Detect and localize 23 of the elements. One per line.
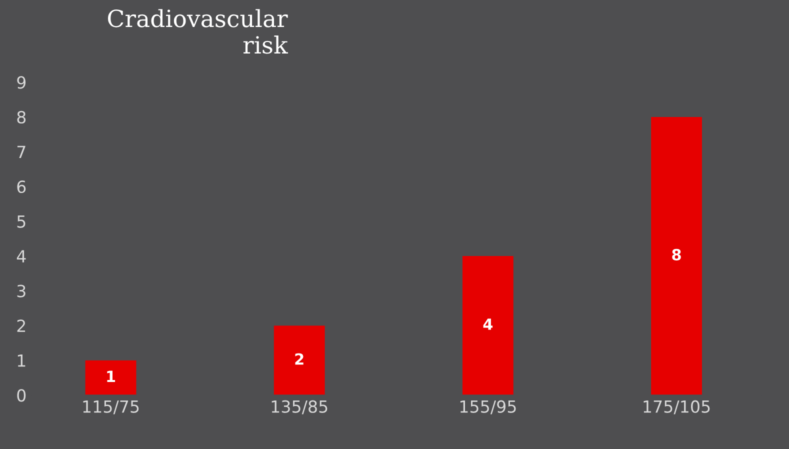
chart-title: Cradiovascular risk xyxy=(108,9,288,54)
y-tick-label: 7 xyxy=(17,146,26,158)
y-tick-label: 1 xyxy=(18,354,26,367)
y-tick-label: 9 xyxy=(17,76,26,89)
x-tick-label: 155/95 xyxy=(460,400,516,414)
y-tick-label: 8 xyxy=(17,110,26,124)
y-tick-label: 4 xyxy=(16,250,26,262)
y-tick-label: 2 xyxy=(17,320,26,332)
x-tick-label: 135/85 xyxy=(272,400,328,414)
data-label: 1 xyxy=(107,370,116,382)
data-label: 4 xyxy=(483,318,493,330)
y-tick-label: 0 xyxy=(17,389,26,402)
data-label: 2 xyxy=(295,353,304,365)
y-tick-label: 6 xyxy=(17,180,26,194)
bar xyxy=(462,256,514,396)
data-label: 8 xyxy=(672,248,681,260)
y-tick-label: 5 xyxy=(17,215,26,228)
x-tick-label: 115/75 xyxy=(83,400,139,414)
x-tick-label: 175/105 xyxy=(644,400,710,414)
bar xyxy=(85,360,136,396)
bar xyxy=(651,116,702,396)
y-tick-label: 3 xyxy=(17,284,26,298)
bar xyxy=(274,326,325,396)
